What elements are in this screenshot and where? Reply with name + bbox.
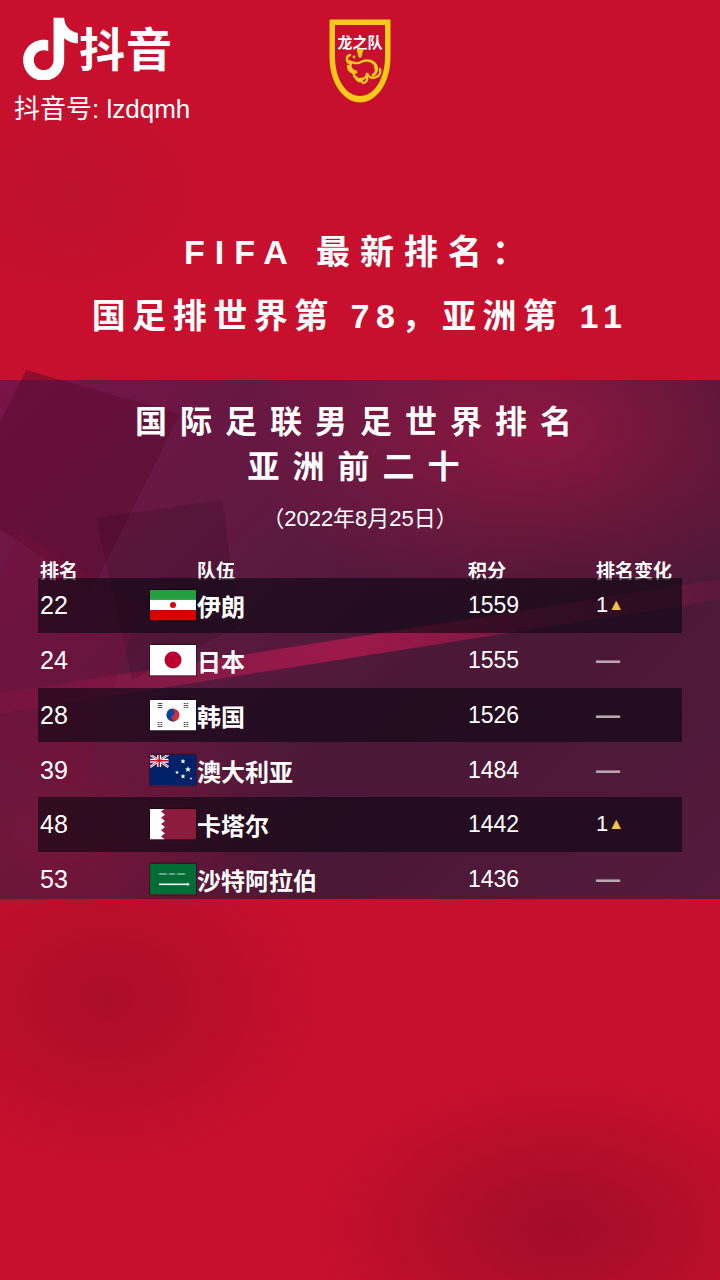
svg-text:龙之队: 龙之队: [337, 34, 382, 51]
